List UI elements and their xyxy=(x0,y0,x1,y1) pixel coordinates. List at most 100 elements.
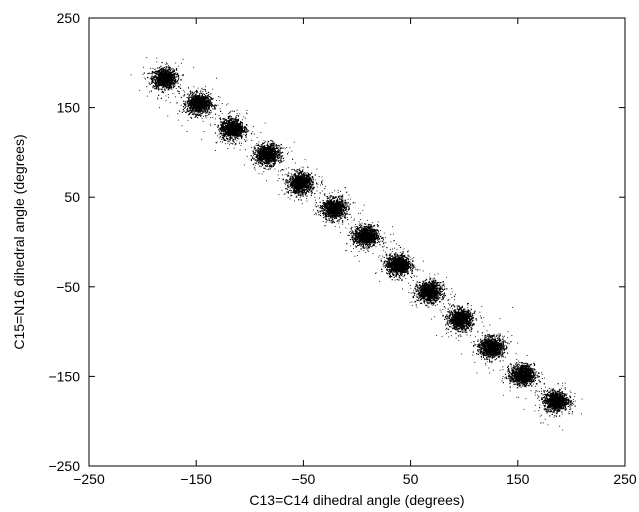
data-point xyxy=(268,156,270,158)
data-point xyxy=(166,71,168,73)
data-point xyxy=(157,73,160,76)
data-point xyxy=(193,94,195,96)
data-point xyxy=(191,99,194,101)
data-point xyxy=(305,191,307,193)
data-point xyxy=(239,125,241,127)
data-point xyxy=(159,81,161,84)
data-point xyxy=(312,178,314,180)
data-point xyxy=(291,185,294,187)
data-point xyxy=(304,180,306,182)
data-point xyxy=(200,105,202,107)
data-point xyxy=(239,126,241,128)
data-point xyxy=(230,125,232,127)
data-point xyxy=(160,88,162,90)
data-point xyxy=(190,96,192,98)
data-point xyxy=(275,144,277,147)
data-point xyxy=(190,92,192,94)
data-point xyxy=(193,113,195,115)
data-point xyxy=(277,156,279,158)
data-point xyxy=(237,127,239,129)
data-point xyxy=(307,185,309,187)
data-point xyxy=(190,99,192,101)
data-point xyxy=(292,179,294,181)
data-points xyxy=(130,57,583,431)
data-point xyxy=(152,67,154,69)
data-point xyxy=(214,107,216,109)
data-point xyxy=(170,82,172,84)
data-point xyxy=(199,100,201,102)
data-point xyxy=(244,127,246,128)
data-point xyxy=(305,175,308,177)
data-point xyxy=(202,98,204,101)
data-point xyxy=(311,187,313,190)
data-point xyxy=(306,186,308,188)
data-point xyxy=(301,184,303,186)
data-point xyxy=(207,100,209,102)
data-point xyxy=(192,103,194,105)
data-point xyxy=(238,125,240,127)
data-point xyxy=(294,186,296,188)
data-point xyxy=(295,191,297,193)
data-point xyxy=(236,133,237,135)
data-point xyxy=(281,147,283,149)
data-point xyxy=(169,82,171,84)
data-point xyxy=(206,100,208,102)
data-point xyxy=(239,113,241,115)
data-point xyxy=(155,78,157,80)
data-point xyxy=(270,147,272,149)
data-point xyxy=(173,69,175,71)
data-point xyxy=(200,104,202,106)
data-point xyxy=(305,186,307,188)
data-point xyxy=(165,77,167,79)
data-point xyxy=(143,72,145,74)
data-point xyxy=(243,134,245,136)
data-point xyxy=(259,157,261,158)
data-point xyxy=(156,79,158,81)
data-point xyxy=(235,125,237,127)
data-point xyxy=(262,152,264,154)
data-point xyxy=(235,143,237,145)
data-point xyxy=(270,154,273,156)
data-point xyxy=(232,139,234,141)
data-point xyxy=(213,108,215,110)
data-point xyxy=(149,83,151,85)
data-point xyxy=(293,183,295,185)
data-point xyxy=(279,159,281,161)
data-point xyxy=(235,134,238,136)
data-point xyxy=(263,156,265,158)
data-point xyxy=(161,85,163,87)
data-point xyxy=(160,83,162,85)
data-point xyxy=(173,73,175,75)
data-point xyxy=(177,119,179,121)
data-point xyxy=(271,153,273,155)
data-point xyxy=(290,184,292,186)
data-point xyxy=(211,106,213,108)
data-point xyxy=(215,150,216,151)
data-point xyxy=(160,81,162,83)
data-point xyxy=(169,71,171,73)
data-point xyxy=(197,101,199,103)
data-point xyxy=(236,122,238,124)
data-point xyxy=(230,128,232,130)
data-point xyxy=(214,118,216,120)
data-point xyxy=(186,131,188,132)
data-point xyxy=(188,99,190,101)
data-point xyxy=(192,95,194,98)
data-point xyxy=(309,182,311,184)
data-point xyxy=(241,134,243,136)
data-point xyxy=(269,150,271,152)
data-point xyxy=(263,140,265,142)
data-point xyxy=(228,128,230,130)
data-point xyxy=(200,99,202,101)
data-point xyxy=(167,83,169,85)
data-point xyxy=(272,159,275,161)
data-point xyxy=(235,121,238,123)
data-point xyxy=(227,120,229,122)
data-point xyxy=(252,163,254,165)
data-point xyxy=(172,85,174,87)
data-point xyxy=(321,182,323,184)
data-point xyxy=(274,149,276,151)
data-point xyxy=(228,139,230,141)
data-point xyxy=(196,90,198,92)
data-point xyxy=(260,132,262,133)
